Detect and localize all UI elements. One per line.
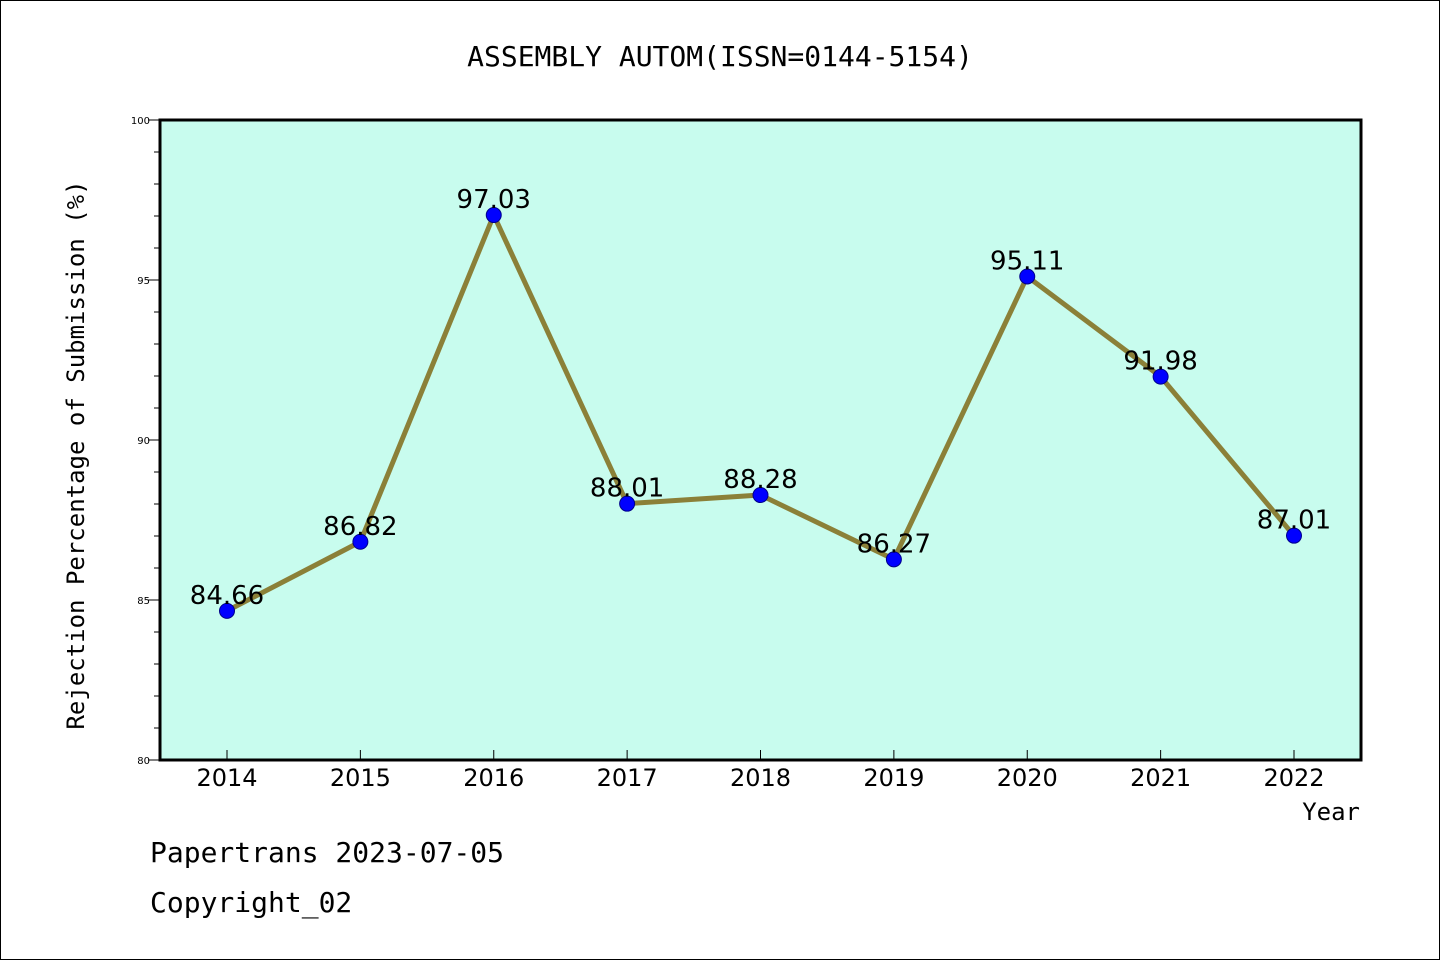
x-tick-label: 2019 [863, 764, 924, 792]
data-point-marker [752, 487, 769, 504]
data-label-layer: 84.66 86.82 97.03 88.01 88.28 86.27 95.11 91.98… [190, 185, 1331, 611]
data-label: 84.66 [190, 581, 264, 611]
data-point-marker [1019, 268, 1036, 285]
x-tick-label: 2015 [330, 764, 391, 792]
data-point-marker [1286, 527, 1302, 544]
y-tick-label: 80 [137, 756, 150, 767]
x-tick-label: 2020 [997, 764, 1058, 792]
data-point-marker [619, 495, 636, 512]
series-layer [219, 207, 1302, 619]
x-tick-label: 2014 [196, 764, 257, 792]
x-axis: 2014 2015 2016 2017 2018 2019 2020 2021 2022 [196, 750, 1325, 792]
data-label: 91.98 [1123, 347, 1197, 377]
y-tick-label: 95 [137, 276, 150, 287]
x-tick-label: 2022 [1263, 764, 1324, 792]
data-label: 97.03 [457, 185, 531, 215]
data-point-marker [219, 602, 235, 619]
x-tick-label: 2016 [463, 764, 524, 792]
data-label: 86.82 [323, 512, 397, 542]
plot-area [158, 118, 1363, 762]
x-tick-label: 2021 [1130, 764, 1191, 792]
y-tick-label: 90 [137, 436, 150, 447]
data-point-marker [1152, 368, 1169, 385]
data-point-marker [485, 207, 502, 224]
y-tick-label: 100 [131, 116, 150, 127]
x-axis-label: Year [1302, 798, 1360, 826]
y-axis-label: Rejection Percentage of Submission (%) [62, 180, 90, 729]
y-tick-label: 85 [137, 596, 150, 607]
data-label: 88.28 [723, 465, 797, 495]
x-tick-label: 2017 [597, 764, 658, 792]
data-point-marker [885, 551, 902, 568]
data-label: 87.01 [1257, 506, 1331, 536]
data-label: 88.01 [590, 474, 664, 504]
data-point-marker [352, 533, 369, 550]
chart-title: ASSEMBLY AUTOM(ISSN=0144-5154) [467, 40, 973, 73]
footer-source: Papertrans 2023-07-05 [150, 836, 505, 869]
x-tick-label: 2018 [730, 764, 791, 792]
data-label: 86.27 [857, 529, 931, 559]
y-axis: 80 85 90 95 100 [131, 116, 160, 767]
data-label: 95.11 [990, 246, 1064, 276]
footer-copyright: Copyright_02 [150, 886, 353, 919]
